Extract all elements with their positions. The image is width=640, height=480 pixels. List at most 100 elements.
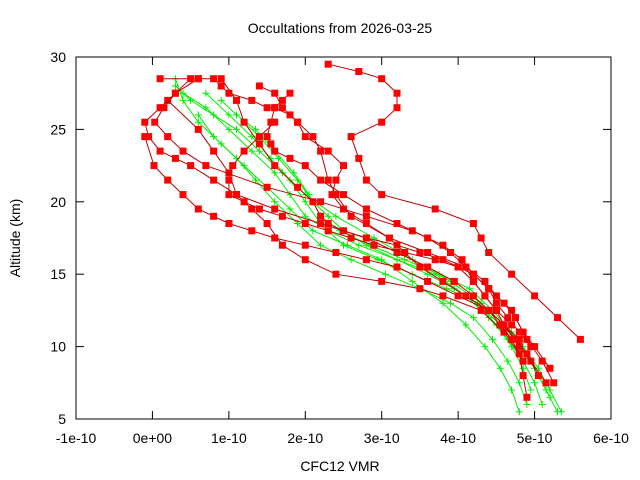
observed-point bbox=[271, 89, 279, 97]
observed-point bbox=[508, 306, 516, 314]
observed-point bbox=[424, 234, 432, 242]
observed-point bbox=[271, 205, 279, 213]
observed-point bbox=[340, 162, 347, 170]
model-point bbox=[408, 277, 416, 285]
ticks-layer: -1e-10 0e+00 1e-10 2e-10 3e-10 4e-10 5e-10 6e-1… bbox=[50, 49, 629, 446]
observed-point bbox=[164, 133, 172, 141]
observed-point bbox=[378, 75, 386, 83]
observed-point bbox=[156, 104, 164, 112]
observed-point bbox=[531, 292, 539, 300]
observed-point bbox=[301, 220, 309, 227]
model-point bbox=[515, 379, 523, 387]
model-line bbox=[197, 114, 528, 405]
observed-point bbox=[492, 299, 500, 307]
observed-point bbox=[542, 379, 550, 387]
observed-point bbox=[439, 241, 447, 249]
model-line bbox=[243, 121, 532, 391]
observed-point bbox=[424, 277, 432, 285]
observed-point bbox=[263, 220, 271, 227]
observed-point bbox=[233, 96, 240, 104]
observed-point bbox=[255, 140, 263, 148]
observed-point bbox=[462, 292, 470, 300]
observed-point bbox=[217, 82, 225, 90]
observed-point bbox=[485, 249, 493, 256]
observed-point bbox=[393, 249, 401, 256]
observed-point bbox=[500, 328, 508, 336]
observed-point bbox=[496, 321, 504, 329]
observed-point bbox=[210, 176, 218, 184]
observed-series bbox=[263, 89, 516, 329]
x-tick-label: 2e-10 bbox=[287, 430, 323, 446]
x-tick-label: -1e-10 bbox=[56, 430, 97, 446]
model-point bbox=[531, 379, 539, 387]
observed-point bbox=[301, 241, 309, 249]
observed-point bbox=[240, 198, 248, 206]
observed-point bbox=[179, 147, 187, 155]
model-point bbox=[309, 227, 317, 235]
observed-point bbox=[485, 285, 493, 293]
observed-point bbox=[194, 75, 202, 83]
observed-point bbox=[294, 183, 302, 191]
model-point bbox=[248, 147, 256, 155]
observed-point bbox=[324, 60, 332, 68]
observed-point bbox=[263, 104, 271, 112]
observed-point bbox=[355, 154, 363, 162]
observed-point bbox=[500, 299, 508, 307]
model-point bbox=[523, 401, 531, 408]
x-tick-label: 1e-10 bbox=[211, 430, 247, 446]
observed-point bbox=[210, 75, 218, 83]
x-tick-label: 5e-10 bbox=[517, 430, 553, 446]
y-tick-label: 10 bbox=[50, 339, 66, 355]
observed-point bbox=[263, 183, 271, 191]
observed-point bbox=[362, 176, 370, 184]
model-point bbox=[401, 256, 409, 264]
observed-point bbox=[347, 133, 355, 141]
y-tick-label: 5 bbox=[58, 411, 66, 427]
model-point bbox=[508, 386, 516, 394]
observed-point bbox=[171, 89, 179, 97]
observed-point bbox=[469, 270, 477, 278]
model-point bbox=[217, 96, 225, 104]
chart-title: Occultations from 2026-03-25 bbox=[248, 20, 433, 36]
observed-point bbox=[194, 125, 202, 133]
observed-point bbox=[324, 176, 332, 184]
model-point bbox=[515, 408, 523, 416]
model-point bbox=[370, 234, 378, 242]
observed-point bbox=[512, 314, 519, 322]
model-point bbox=[317, 241, 325, 249]
observed-point bbox=[150, 162, 158, 170]
observed-point bbox=[362, 212, 370, 220]
observed-point bbox=[271, 234, 279, 242]
model-point bbox=[347, 256, 355, 264]
observed-point bbox=[225, 176, 233, 184]
observed-point bbox=[332, 176, 340, 184]
observed-point bbox=[439, 256, 447, 264]
model-point bbox=[225, 125, 233, 133]
model-point bbox=[481, 343, 489, 351]
observed-point bbox=[317, 176, 325, 184]
observed-point bbox=[171, 154, 179, 162]
observed-point bbox=[145, 133, 153, 141]
observed-point bbox=[271, 104, 279, 112]
model-point bbox=[504, 357, 512, 365]
observed-point bbox=[271, 147, 279, 155]
observed-point bbox=[393, 263, 401, 271]
observed-point bbox=[286, 89, 294, 97]
model-point bbox=[286, 205, 294, 213]
observed-point bbox=[458, 256, 466, 264]
observed-point bbox=[362, 256, 370, 264]
observed-point bbox=[225, 89, 233, 97]
x-axis-label: CFC12 VMR bbox=[300, 458, 379, 474]
observed-point bbox=[550, 379, 558, 387]
model-point bbox=[294, 176, 302, 184]
observed-point bbox=[151, 118, 159, 126]
model-point bbox=[240, 162, 248, 170]
observed-point bbox=[378, 118, 386, 126]
model-point bbox=[275, 154, 282, 162]
observed-point bbox=[317, 220, 325, 227]
observed-point bbox=[179, 191, 187, 199]
observed-point bbox=[340, 191, 347, 199]
observed-point bbox=[504, 314, 512, 322]
observed-point bbox=[378, 191, 386, 199]
